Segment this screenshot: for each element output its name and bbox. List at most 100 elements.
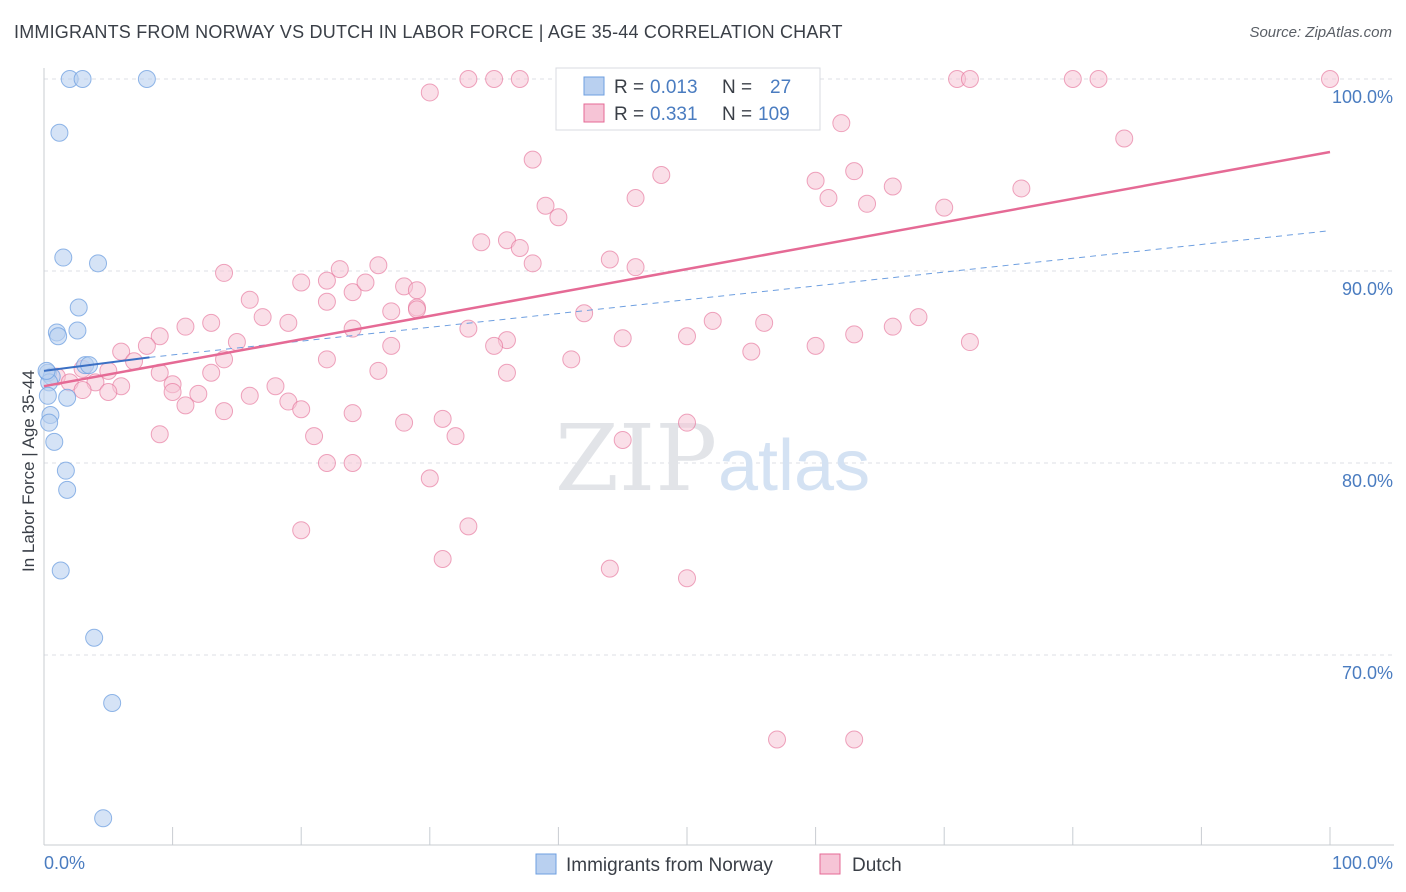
dutch-point bbox=[407, 300, 426, 319]
tick-labels: 70.0% 80.0% 90.0% 100.0% 0.0% 100.0% bbox=[44, 87, 1393, 873]
dutch-point bbox=[382, 336, 401, 355]
dutch-point bbox=[125, 352, 144, 371]
dutch-point bbox=[459, 319, 478, 338]
dutch-point bbox=[806, 171, 825, 190]
dutch-point bbox=[485, 336, 504, 355]
dutch-point bbox=[279, 313, 298, 332]
dutch-point bbox=[317, 454, 336, 472]
norway-trend-line bbox=[43, 356, 150, 372]
dutch-point bbox=[369, 256, 388, 275]
dutch-point bbox=[369, 361, 388, 380]
norway-point bbox=[40, 413, 59, 432]
dutch-point bbox=[137, 336, 156, 355]
dutch-point bbox=[343, 283, 362, 302]
norway-point bbox=[69, 298, 88, 317]
dutch-point bbox=[600, 559, 619, 578]
legend-norway-swatch bbox=[583, 76, 605, 96]
dutch-point bbox=[626, 189, 645, 208]
watermark: ZIP atlas bbox=[555, 405, 870, 512]
dutch-point bbox=[73, 381, 92, 400]
dutch-point bbox=[433, 409, 452, 428]
dutch-point bbox=[317, 271, 336, 290]
dutch-point bbox=[163, 382, 182, 401]
dutch-point bbox=[678, 569, 696, 588]
legend-r-label-1: R = bbox=[614, 77, 644, 98]
dutch-point bbox=[652, 166, 671, 184]
dutch-point bbox=[819, 189, 838, 208]
norway-point bbox=[58, 388, 77, 407]
dutch-point bbox=[343, 454, 362, 472]
x-tick-label-min: 0.0% bbox=[44, 853, 85, 873]
dutch-point bbox=[755, 313, 774, 332]
dutch-point bbox=[202, 363, 221, 382]
dutch-point bbox=[960, 333, 979, 352]
dutch-point bbox=[510, 70, 529, 88]
bottom-legend-norway-swatch bbox=[535, 853, 557, 875]
norway-point bbox=[137, 70, 156, 88]
norway-point bbox=[68, 321, 87, 340]
dutch-point bbox=[227, 333, 246, 352]
dutch-point bbox=[845, 325, 864, 344]
dutch-point bbox=[1321, 70, 1339, 88]
dutch-point bbox=[613, 430, 632, 449]
dutch-point bbox=[472, 233, 491, 252]
norway-point bbox=[73, 70, 92, 88]
grid bbox=[44, 78, 1394, 656]
dutch-point bbox=[317, 292, 336, 311]
dutch-point bbox=[305, 427, 324, 446]
dutch-point bbox=[678, 327, 696, 346]
norway-point bbox=[50, 123, 69, 142]
norway-point bbox=[49, 327, 68, 346]
legend-n-value-2: 109 bbox=[758, 104, 790, 125]
y-tick-label: 90.0% bbox=[1342, 279, 1393, 299]
dutch-point bbox=[292, 273, 311, 292]
dutch-point bbox=[536, 196, 555, 215]
dutch-point bbox=[960, 70, 979, 88]
norway-point bbox=[38, 386, 57, 405]
dutch-point bbox=[703, 311, 722, 330]
norway-point bbox=[85, 628, 104, 647]
norway-point bbox=[45, 432, 64, 451]
y-tick-label: 100.0% bbox=[1332, 87, 1393, 107]
dutch-point bbox=[600, 250, 619, 269]
dutch-point bbox=[150, 327, 169, 346]
dutch-point bbox=[215, 402, 234, 421]
dutch-point bbox=[420, 83, 439, 102]
dutch-point bbox=[845, 162, 864, 181]
dutch-point bbox=[343, 404, 362, 423]
bottom-legend-dutch-label: Dutch bbox=[852, 855, 902, 876]
dutch-point bbox=[356, 273, 375, 292]
dutch-point bbox=[1012, 179, 1031, 198]
dutch-point bbox=[845, 730, 864, 749]
watermark-atlas: atlas bbox=[718, 426, 870, 506]
dutch-point bbox=[1115, 129, 1134, 148]
dutch-point bbox=[266, 377, 285, 396]
dutch-point bbox=[253, 308, 272, 327]
dutch-point bbox=[742, 342, 761, 361]
dutch-point bbox=[768, 730, 787, 749]
dutch-point bbox=[549, 208, 568, 227]
dutch-point bbox=[150, 425, 169, 444]
dutch-point bbox=[176, 317, 195, 336]
dutch-point bbox=[523, 254, 542, 273]
dutch-point bbox=[446, 427, 465, 446]
norway-point bbox=[51, 561, 70, 580]
dutch-point bbox=[240, 386, 259, 405]
dutch-point bbox=[613, 329, 632, 348]
dutch-point bbox=[176, 396, 195, 415]
legend-n-label-1: N = bbox=[722, 77, 752, 98]
dutch-point bbox=[215, 263, 234, 282]
dutch-series bbox=[47, 70, 1339, 749]
y-tick-label: 70.0% bbox=[1342, 663, 1393, 683]
dutch-point bbox=[562, 350, 581, 369]
dutch-point bbox=[382, 302, 401, 321]
legend-n-value-1: 27 bbox=[770, 77, 791, 98]
norway-point bbox=[94, 809, 113, 828]
dutch-point bbox=[317, 350, 336, 369]
norway-point bbox=[89, 254, 108, 273]
x-tick-label-max: 100.0% bbox=[1332, 853, 1393, 873]
dutch-point bbox=[523, 150, 542, 169]
dutch-point bbox=[935, 198, 954, 217]
dutch-point bbox=[395, 413, 414, 432]
bottom-legend: Immigrants from Norway Dutch bbox=[535, 853, 902, 876]
